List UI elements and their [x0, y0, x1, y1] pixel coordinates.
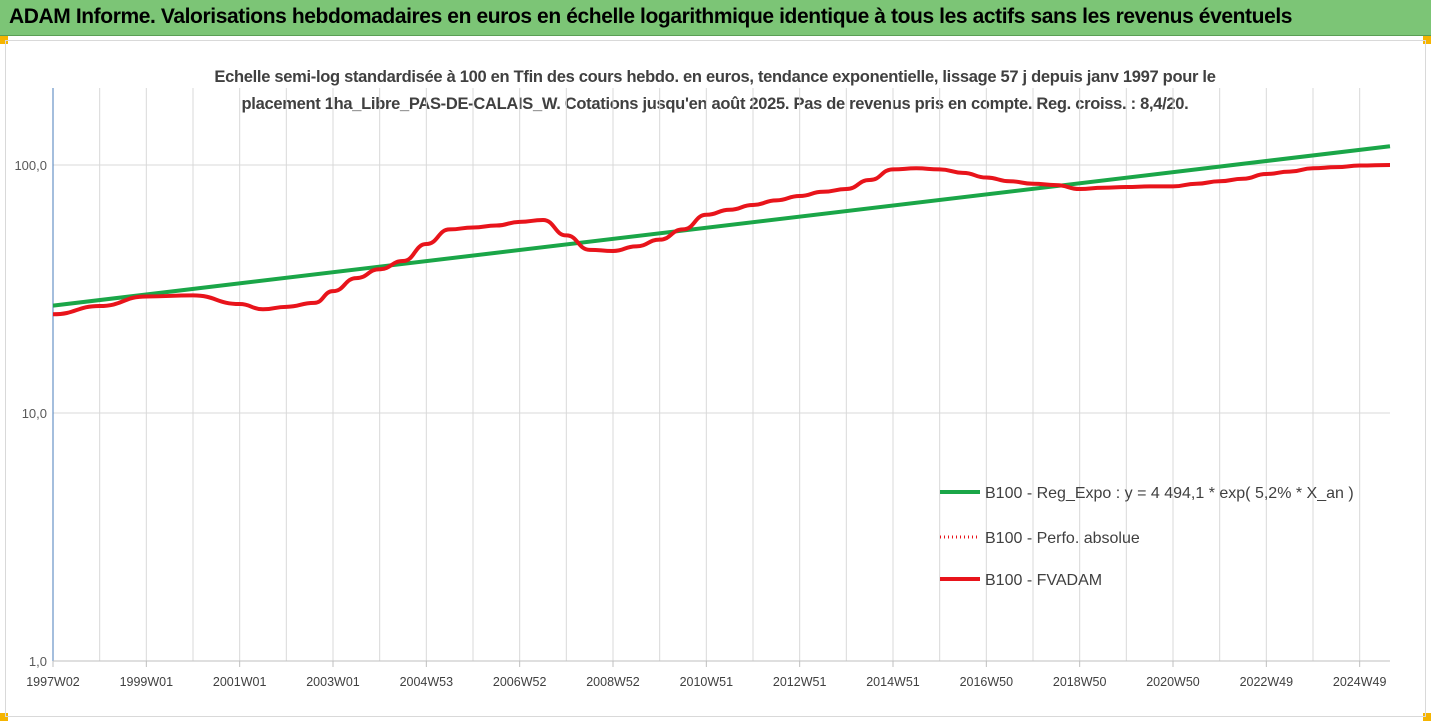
chart-frame — [5, 40, 1426, 717]
corner-accent-bottom-right — [1423, 713, 1431, 721]
x-tick-label: 2018W50 — [1053, 675, 1107, 689]
x-tick-label: 2004W53 — [400, 675, 454, 689]
chart-subtitle: Echelle semi-log standardisée à 100 en T… — [170, 64, 1260, 118]
y-tick-label: 100,0 — [14, 158, 47, 173]
grid-lines — [52, 88, 1390, 662]
y-tick-label: 10,0 — [22, 406, 47, 421]
y-tick-label: 1,0 — [29, 654, 47, 669]
x-tick-label: 2014W51 — [866, 675, 920, 689]
legend-label: B100 - Reg_Expo : y = 4 494,1 * exp( 5,2… — [985, 485, 1354, 502]
series-line-regression — [52, 144, 1391, 308]
x-tick-label: 2024W49 — [1333, 675, 1387, 689]
corner-accent-top-right — [1423, 36, 1431, 44]
x-tick-label: 1997W02 — [26, 675, 80, 689]
x-tick-label: 2016W50 — [960, 675, 1014, 689]
x-tick-label: 2008W52 — [586, 675, 640, 689]
x-tick-label: 2010W51 — [680, 675, 734, 689]
corner-accent-top-left — [0, 36, 8, 44]
x-tick-label: 2001W01 — [213, 675, 267, 689]
chart-subtitle-line-1: Echelle semi-log standardisée à 100 en T… — [214, 68, 1216, 86]
chart-subtitle-line-2: placement 1ha_Libre_PAS-DE-CALAIS_W. Cot… — [241, 95, 1189, 113]
series-line-fvadam — [52, 163, 1391, 317]
axes: 1,0 10,0 100,0 1997W02 1999W01 2001W01 2003W01… — [14, 88, 1390, 689]
page-title: ADAM Informe. Valorisations hebdomadaire… — [9, 5, 1293, 28]
x-tick-label: 2006W52 — [493, 675, 547, 689]
legend: B100 - Reg_Expo : y = 4 494,1 * exp( 5,2… — [940, 485, 1354, 589]
x-tick-label: 2012W51 — [773, 675, 827, 689]
header-banner: ADAM Informe. Valorisations hebdomadaire… — [0, 0, 1431, 36]
x-tick-label: 2020W50 — [1146, 675, 1200, 689]
x-tick-label: 2022W49 — [1240, 675, 1294, 689]
legend-label: B100 - FVADAM — [985, 572, 1102, 589]
corner-accent-bottom-left — [0, 713, 8, 721]
x-tick-label: 2003W01 — [306, 675, 360, 689]
series-line-perfo-absolue — [52, 163, 1391, 316]
x-tick-label: 1999W01 — [120, 675, 174, 689]
legend-label: B100 - Perfo. absolue — [985, 530, 1140, 547]
series-lines — [52, 144, 1391, 317]
